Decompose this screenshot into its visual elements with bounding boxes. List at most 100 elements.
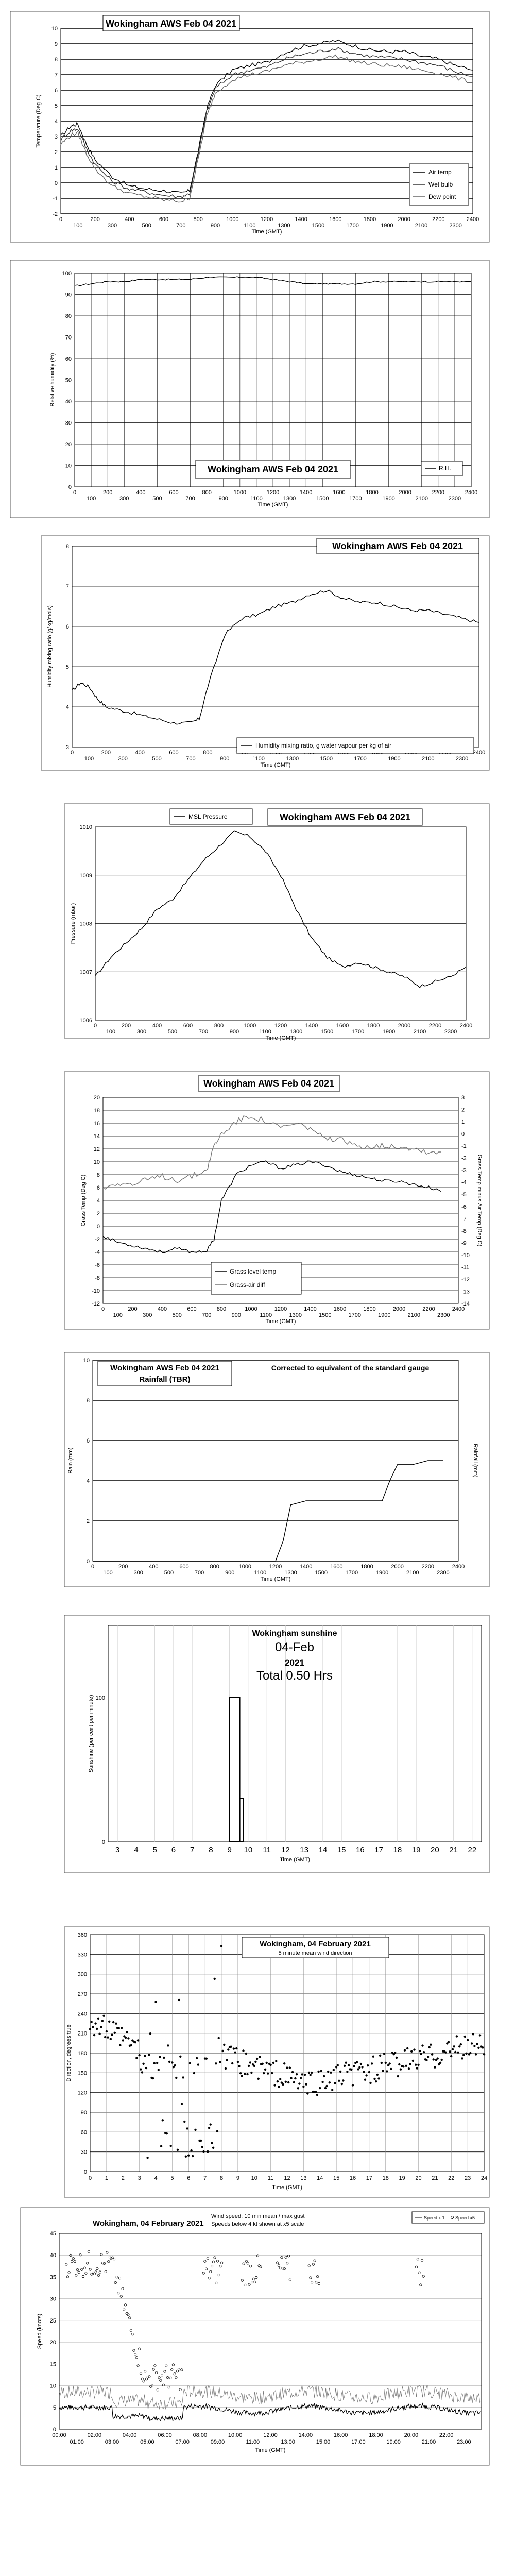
x5-speed-point xyxy=(107,2260,110,2263)
sunshine-bar-1 xyxy=(239,1798,244,1842)
x-tick-label: 10:00 xyxy=(228,2432,243,2438)
wind-dir-point xyxy=(347,2064,350,2066)
y-tick-label: 1009 xyxy=(80,873,92,879)
wind-dir-point xyxy=(247,2064,250,2067)
x-tick-label: 2100 xyxy=(406,1570,419,1576)
x-tick-label: 18 xyxy=(393,1845,402,1854)
wind-dir-point xyxy=(394,2052,397,2054)
chart-frame xyxy=(64,1615,490,1873)
x5-speed-point xyxy=(180,2368,183,2371)
x-tick-label: 4 xyxy=(154,2175,157,2181)
y-tick-label: 360 xyxy=(78,1932,87,1938)
x-tick-label: 17 xyxy=(374,1845,383,1854)
wind-dir-point xyxy=(478,2034,482,2037)
y-tick-label: 100 xyxy=(62,270,72,277)
y-tick-label: 5 xyxy=(55,103,58,109)
x-tick-label: 1500 xyxy=(320,756,333,762)
wind-dir-point xyxy=(351,2084,354,2087)
wind-dir-point xyxy=(273,2084,276,2087)
wind-dir-point xyxy=(388,2062,391,2065)
wind-dir-point xyxy=(200,2139,202,2142)
x5-speed-point xyxy=(150,2384,153,2387)
chart-title: Wokingham AWS Feb 04 2021 xyxy=(332,541,463,551)
x-tick-label: 1700 xyxy=(352,1029,364,1035)
x-tick-label: 1200 xyxy=(261,216,273,223)
y-tick-label: 0 xyxy=(53,2427,56,2433)
x-tick-label: 1900 xyxy=(376,1570,388,1576)
x5-speed-point xyxy=(276,2261,279,2264)
x5-speed-point xyxy=(114,2281,117,2284)
y-tick-label: 6 xyxy=(97,1185,100,1191)
x-axis-label: Time (GMT) xyxy=(252,229,282,235)
x5-speed-point xyxy=(127,2313,130,2316)
wind-dir-point xyxy=(446,2042,449,2045)
x5-speed-point xyxy=(132,2349,135,2352)
wind-dir-point xyxy=(264,2068,267,2071)
x-tick-label: 1100 xyxy=(244,223,256,229)
wind-dir-point xyxy=(334,2082,336,2084)
x-tick-label: 8 xyxy=(220,2175,223,2181)
x5-speed-point xyxy=(159,2379,162,2382)
y-tick-label: 6 xyxy=(66,624,69,630)
y-tick-label: 10 xyxy=(50,2383,56,2389)
x-tick-label: 0 xyxy=(101,1306,105,1312)
y-tick-label: 1006 xyxy=(80,1018,92,1024)
y-tick-label: 60 xyxy=(81,2129,87,2136)
x-tick-label: 300 xyxy=(134,1570,143,1576)
chart-total: Total 0.50 Hrs xyxy=(256,1669,333,1683)
y-tick-label: 270 xyxy=(78,1991,87,1997)
wind-dir-point xyxy=(119,2044,122,2046)
wind-dir-point xyxy=(355,2061,358,2063)
wind-dir-point xyxy=(201,2146,203,2148)
legend-label: Wet bulb xyxy=(428,181,453,188)
wind-dir-point xyxy=(205,2057,208,2060)
y-tick-label: 20 xyxy=(65,442,72,448)
x5-speed-point xyxy=(316,2275,319,2278)
wind-dir-point xyxy=(464,2035,466,2038)
x-tick-label: 500 xyxy=(168,1029,177,1035)
x5-speed-point xyxy=(171,2363,175,2366)
wind-dir-point xyxy=(293,2081,295,2084)
x-tick-label: 400 xyxy=(149,1564,158,1570)
wind-dir-point xyxy=(301,2073,303,2076)
series-line-0 xyxy=(102,1160,441,1253)
x-tick-label: 13 xyxy=(300,2175,306,2181)
wind-dir-point xyxy=(461,2057,464,2060)
x5-speed-point xyxy=(287,2254,290,2258)
y-tick-label: 60 xyxy=(65,356,72,362)
y-tick-label: 20 xyxy=(50,2340,56,2346)
x5-speed-point xyxy=(163,2370,166,2373)
mixing-ratio-chart: 3456780100200300400500600700800900100011… xyxy=(41,535,490,771)
wind-dir-point xyxy=(376,2073,379,2076)
x5-speed-point xyxy=(152,2368,155,2371)
wind-dir-point xyxy=(212,2146,215,2149)
x5-speed-point xyxy=(206,2257,209,2260)
wind-dir-point xyxy=(94,2022,97,2025)
x-tick-label: 2100 xyxy=(408,1312,420,1318)
wind-dir-point xyxy=(209,2123,212,2126)
x-tick-label: 1000 xyxy=(244,1023,256,1029)
x-tick-label: 21:00 xyxy=(422,2439,436,2445)
legend-label: Speed x 1 xyxy=(424,2215,445,2221)
x-tick-label: 900 xyxy=(220,756,229,762)
wind-dir-point xyxy=(122,2039,124,2042)
wind-dir-point xyxy=(169,2145,172,2147)
wind-dir-point xyxy=(386,2070,388,2073)
wind-dir-point xyxy=(372,2055,374,2058)
wind-dir-point xyxy=(239,2072,242,2075)
wind-dir-point xyxy=(330,2071,332,2074)
x-tick-label: 11 xyxy=(268,2175,273,2181)
x-tick-label: 2200 xyxy=(429,1023,441,1029)
wind-dir-point xyxy=(183,2120,186,2123)
wind-dir-point xyxy=(339,2070,342,2073)
wind-dir-point xyxy=(465,2052,468,2055)
plot-area xyxy=(108,1625,482,1842)
x-tick-label: 17 xyxy=(366,2175,372,2181)
x-tick-label: 700 xyxy=(185,496,195,502)
x-tick-label: 10 xyxy=(244,1845,253,1854)
x5-speed-point xyxy=(121,2287,124,2290)
x5-speed-point xyxy=(129,2329,132,2332)
y-tick-label: 4 xyxy=(97,1198,100,1204)
wind-dir-point xyxy=(146,2157,149,2159)
